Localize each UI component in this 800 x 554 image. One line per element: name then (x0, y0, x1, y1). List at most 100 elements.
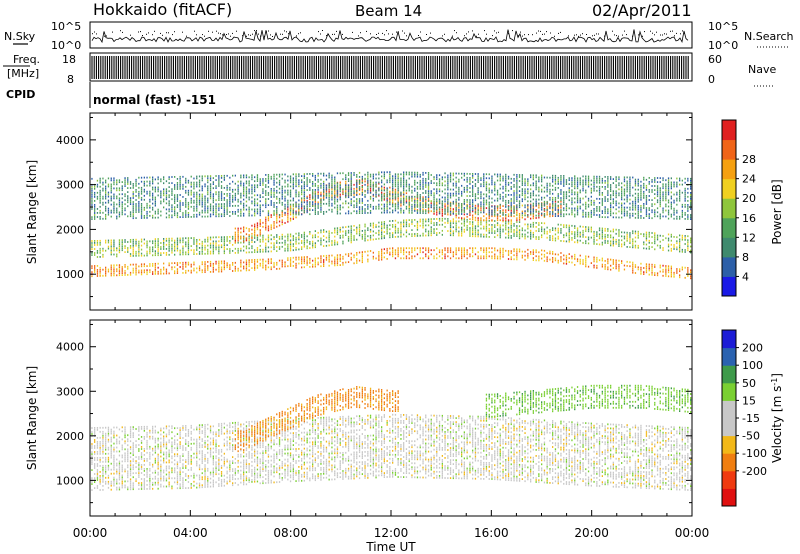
scatter-cell (157, 194, 159, 197)
scatter-cell (383, 256, 385, 259)
scatter-cell (198, 253, 201, 255)
scatter-cell (146, 250, 148, 253)
scatter-cell (140, 207, 143, 209)
scatter-cell (179, 239, 181, 242)
scatter-cell (207, 197, 209, 200)
scatter-cell (129, 199, 132, 201)
scatter-cell (386, 203, 388, 206)
scatter-cell (458, 202, 460, 205)
scatter-cell (565, 205, 568, 208)
scatter-cell (364, 237, 366, 240)
cpid-text: normal (fast) -151 (93, 93, 216, 107)
scatter-cell (499, 215, 501, 218)
scatter-cell (574, 253, 576, 256)
nsky-point (268, 30, 269, 32)
scatter-cell (416, 206, 419, 208)
scatter-cell (375, 257, 377, 260)
scatter-cell (367, 171, 369, 174)
scatter-cell (576, 207, 579, 210)
nsky-point (638, 34, 639, 36)
scatter-cell (174, 239, 176, 242)
scatter-cell (532, 190, 534, 193)
scatter-cell (259, 258, 261, 261)
scatter-cell (427, 182, 430, 184)
scatter-cell (436, 218, 438, 220)
scatter-cell (204, 207, 206, 210)
scatter-cell (378, 173, 380, 176)
scatter-cell (124, 245, 126, 247)
scatter-cell (185, 200, 187, 202)
scatter-cell (505, 177, 507, 180)
scatter-cell (433, 210, 435, 213)
scatter-cell (447, 220, 449, 222)
scatter-cell (336, 208, 339, 211)
scatter-cell (400, 227, 402, 230)
scatter-cell (281, 241, 283, 244)
scatter-cell (220, 181, 223, 183)
scatter-cell (212, 252, 214, 255)
scatter-cell (204, 185, 206, 188)
scatter-cell (179, 251, 181, 254)
scatter-cell (196, 203, 198, 206)
scatter-cell (251, 200, 253, 203)
scatter-cell (325, 174, 328, 177)
nsky-point (642, 35, 643, 37)
scatter-cell (325, 240, 328, 243)
scatter-cell (353, 237, 355, 239)
scatter-cell (281, 245, 283, 248)
scatter-cell (118, 201, 121, 204)
scatter-cell (414, 195, 416, 198)
scatter-cell (574, 207, 576, 210)
scatter-cell (408, 199, 410, 201)
scatter-cell (278, 248, 281, 250)
scatter-cell (472, 210, 474, 213)
scatter-cell (367, 188, 369, 191)
scatter-cell (447, 213, 449, 216)
scatter-cell (518, 221, 521, 223)
scatter-cell (262, 204, 264, 207)
scatter-cell (530, 194, 532, 197)
scatter-cell (510, 224, 512, 227)
scatter-cell (196, 185, 198, 188)
scatter-cell (452, 194, 454, 197)
scatter-cell (91, 192, 93, 194)
nsky-point (160, 32, 161, 34)
scatter-cell (347, 172, 350, 174)
scatter-cell (416, 212, 419, 214)
scatter-cell (212, 181, 214, 183)
scatter-cell (94, 187, 96, 190)
scatter-cell (483, 173, 485, 176)
scatter-cell (105, 185, 107, 188)
scatter-cell (485, 225, 488, 228)
scatter-cell (361, 208, 363, 210)
scatter-cell (339, 190, 341, 193)
scatter-cell (527, 252, 529, 255)
scatter-cell (466, 249, 468, 252)
scatter-cell (179, 200, 181, 202)
scatter-cell (176, 186, 179, 188)
scatter-cell (563, 177, 565, 179)
scatter-cell (535, 210, 537, 213)
scatter-cell (574, 258, 576, 260)
scatter-cell (278, 179, 281, 182)
scatter-cell (546, 211, 548, 214)
scatter-cell (207, 199, 209, 202)
scatter-cell (91, 271, 93, 273)
scatter-cell (196, 239, 198, 241)
scatter-cell (463, 174, 465, 177)
scatter-cell (309, 181, 311, 183)
scatter-cell (419, 179, 421, 182)
scatter-cell (303, 187, 305, 190)
scatter-cell (185, 191, 187, 194)
scatter-cell (121, 245, 123, 248)
scatter-cell (541, 174, 543, 177)
scatter-cell (389, 171, 391, 173)
scatter-cell (516, 233, 518, 235)
scatter-cell (510, 250, 512, 252)
scatter-cell (372, 255, 374, 258)
scatter-cell (176, 272, 179, 274)
scatter-cell (474, 185, 477, 187)
scatter-cell (502, 175, 504, 178)
scatter-cell (582, 261, 584, 263)
scatter-cell (496, 179, 499, 182)
